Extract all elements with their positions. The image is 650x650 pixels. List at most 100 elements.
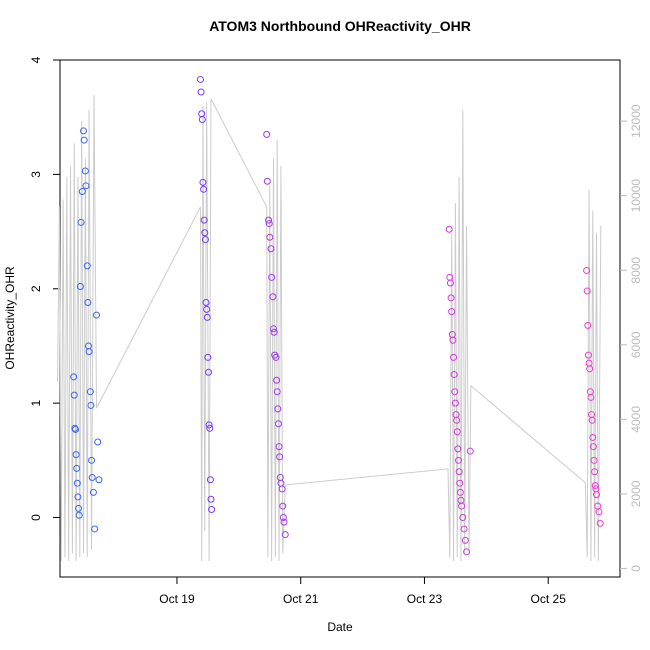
point — [202, 298, 210, 306]
point — [451, 388, 459, 396]
point — [70, 373, 78, 381]
point — [203, 313, 211, 321]
point — [268, 273, 276, 281]
point — [273, 376, 281, 384]
point — [201, 229, 209, 237]
point — [265, 216, 273, 224]
point — [454, 456, 462, 464]
line-series — [57, 95, 602, 561]
y-tick-label: 0 — [29, 514, 43, 521]
point — [199, 178, 207, 186]
point — [585, 359, 593, 367]
point — [89, 488, 97, 496]
point — [208, 506, 216, 514]
point — [74, 493, 82, 501]
point — [196, 75, 204, 83]
x-tick-label: Oct 23 — [407, 592, 443, 606]
point — [86, 388, 94, 396]
point — [456, 488, 464, 496]
point — [456, 479, 464, 487]
point — [266, 233, 274, 241]
point — [589, 433, 597, 441]
point — [84, 298, 92, 306]
point — [80, 136, 88, 144]
point — [267, 245, 275, 253]
y-axis-label: OHReactivity_OHR — [3, 266, 17, 370]
point — [73, 479, 81, 487]
y2-tick-label: 8000 — [629, 257, 643, 284]
point — [201, 236, 209, 244]
point — [274, 405, 282, 413]
point — [583, 287, 591, 295]
point — [453, 416, 461, 424]
point — [274, 420, 282, 428]
y2-tick-label: 12000 — [629, 104, 643, 138]
point — [591, 468, 599, 476]
point — [82, 182, 90, 190]
point — [203, 305, 211, 313]
point — [200, 216, 208, 224]
point — [446, 279, 454, 287]
point — [75, 511, 83, 519]
x-tick-label: Oct 19 — [159, 592, 195, 606]
point — [587, 393, 595, 401]
point — [275, 443, 283, 451]
point — [88, 473, 96, 481]
point — [591, 481, 599, 489]
point — [279, 514, 287, 522]
point — [460, 525, 468, 533]
point — [198, 110, 206, 118]
point — [589, 443, 597, 451]
point — [278, 485, 286, 493]
point — [458, 502, 466, 510]
point — [205, 368, 213, 376]
point — [85, 348, 93, 356]
point — [71, 425, 79, 433]
x-tick-label: Oct 21 — [283, 592, 319, 606]
point — [80, 127, 88, 135]
point — [450, 371, 458, 379]
point — [88, 456, 96, 464]
point — [269, 325, 277, 333]
point — [263, 130, 271, 138]
point — [270, 328, 278, 336]
point — [76, 282, 84, 290]
point — [206, 476, 214, 484]
point — [204, 353, 212, 361]
point — [450, 353, 458, 361]
point — [596, 519, 604, 527]
point — [588, 416, 596, 424]
y2-tick-label: 4000 — [629, 406, 643, 433]
y2-tick-label: 10000 — [629, 179, 643, 213]
point — [584, 321, 592, 329]
y-tick-label: 4 — [29, 56, 43, 63]
point — [448, 308, 456, 316]
point — [207, 495, 215, 503]
point — [197, 88, 205, 96]
point — [72, 451, 80, 459]
point — [279, 502, 287, 510]
y2-tick-label: 2000 — [629, 480, 643, 507]
point — [451, 399, 459, 407]
point — [447, 294, 455, 302]
point — [95, 476, 103, 484]
point — [449, 336, 457, 344]
point — [73, 464, 81, 472]
point — [206, 424, 214, 432]
point — [87, 401, 95, 409]
plot-frame — [59, 59, 621, 578]
point — [455, 468, 463, 476]
point — [198, 115, 206, 123]
point — [200, 185, 208, 193]
point — [75, 504, 83, 512]
point — [83, 262, 91, 270]
point — [590, 456, 598, 464]
point — [77, 218, 85, 226]
y-tick-label: 2 — [29, 285, 43, 292]
point — [466, 447, 474, 455]
point — [281, 531, 289, 539]
y2-tick-label: 0 — [629, 565, 643, 572]
point — [459, 514, 467, 522]
x-tick-label: Oct 25 — [531, 592, 567, 606]
y-tick-label: 3 — [29, 171, 43, 178]
